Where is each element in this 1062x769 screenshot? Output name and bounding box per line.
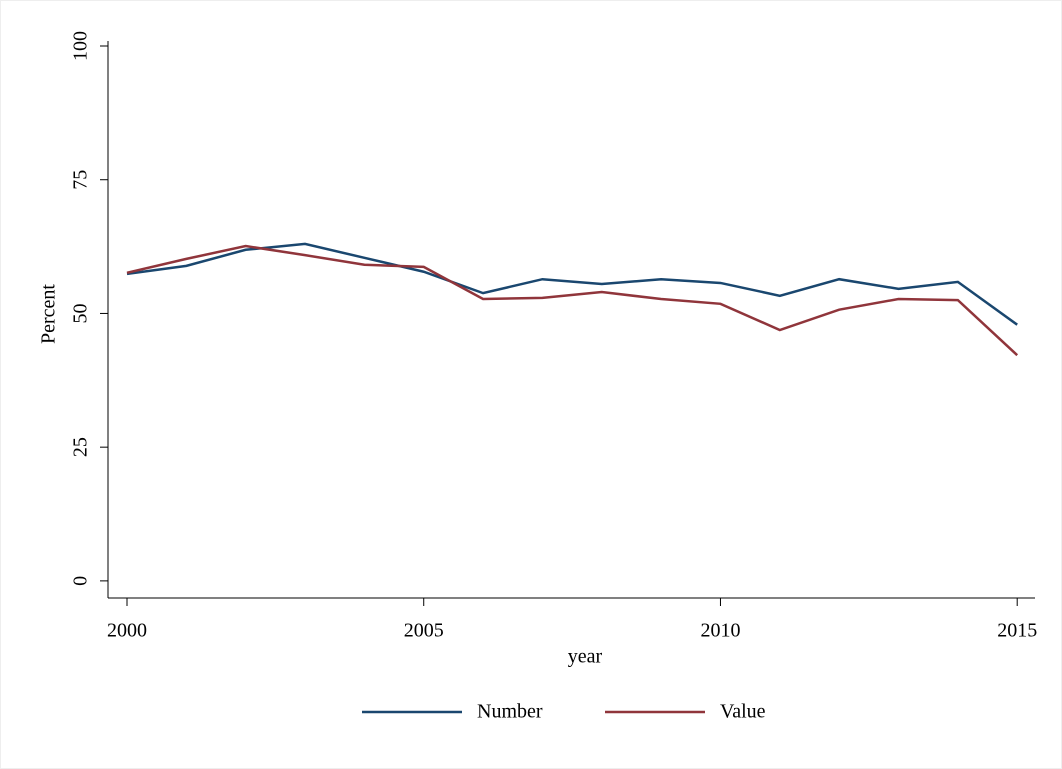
legend-label: Number	[477, 701, 543, 723]
x-tick-label: 2010	[700, 620, 740, 642]
x-tick-label: 2000	[107, 620, 147, 642]
x-tick-label: 2005	[404, 620, 444, 642]
y-tick-label: 0	[70, 576, 92, 586]
line-series	[126, 244, 1019, 357]
y-tick-label: 50	[70, 303, 92, 323]
y-tick-label: 75	[70, 170, 92, 190]
x-axis-label: year	[568, 646, 603, 668]
line-series	[126, 242, 1018, 326]
legend-label: Value	[720, 701, 766, 723]
y-tick-label: 100	[70, 31, 92, 61]
x-tick-label: 2015	[997, 620, 1037, 642]
y-tick-label: 25	[70, 437, 92, 457]
y-axis-label: Percent	[38, 284, 60, 344]
